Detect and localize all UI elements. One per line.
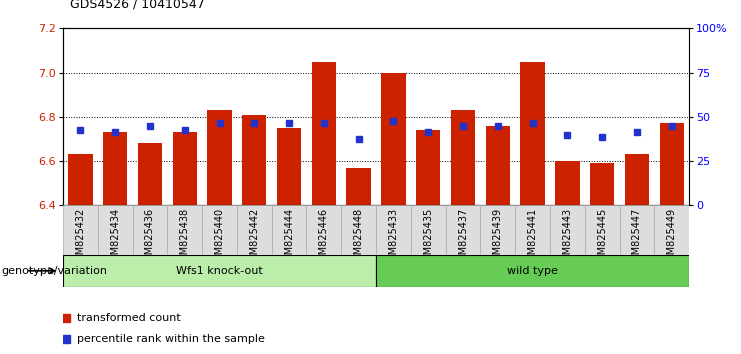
- Bar: [411, 205, 445, 255]
- Bar: [202, 205, 237, 255]
- Text: GSM825437: GSM825437: [458, 208, 468, 267]
- Bar: [103, 132, 127, 205]
- Bar: [312, 62, 336, 205]
- Bar: [480, 205, 515, 255]
- Bar: [68, 154, 93, 205]
- Bar: [555, 161, 579, 205]
- Text: GSM825435: GSM825435: [423, 208, 433, 267]
- Bar: [342, 205, 376, 255]
- Bar: [654, 205, 689, 255]
- Bar: [585, 205, 619, 255]
- Bar: [242, 115, 267, 205]
- Bar: [272, 205, 307, 255]
- Bar: [138, 143, 162, 205]
- Bar: [625, 154, 649, 205]
- Bar: [277, 128, 302, 205]
- Bar: [207, 110, 232, 205]
- Bar: [485, 126, 510, 205]
- Bar: [173, 132, 197, 205]
- Bar: [133, 205, 167, 255]
- Text: GSM825447: GSM825447: [632, 208, 642, 267]
- Bar: [515, 205, 550, 255]
- Bar: [659, 124, 684, 205]
- Text: GSM825443: GSM825443: [562, 208, 572, 267]
- Text: GSM825433: GSM825433: [388, 208, 399, 267]
- Text: GSM825438: GSM825438: [180, 208, 190, 267]
- Bar: [307, 205, 342, 255]
- Bar: [63, 205, 98, 255]
- Text: GSM825448: GSM825448: [353, 208, 364, 267]
- Bar: [550, 205, 585, 255]
- Bar: [590, 163, 614, 205]
- Text: GSM825444: GSM825444: [284, 208, 294, 267]
- Text: wild type: wild type: [507, 266, 558, 276]
- Bar: [98, 205, 133, 255]
- Text: GSM825432: GSM825432: [76, 208, 85, 267]
- Text: GSM825434: GSM825434: [110, 208, 120, 267]
- Bar: [382, 73, 405, 205]
- Text: percentile rank within the sample: percentile rank within the sample: [77, 334, 265, 344]
- Bar: [347, 168, 370, 205]
- Bar: [520, 62, 545, 205]
- Bar: [445, 205, 480, 255]
- Bar: [376, 205, 411, 255]
- Bar: [376, 255, 689, 287]
- Text: GSM825449: GSM825449: [667, 208, 677, 267]
- Text: GSM825446: GSM825446: [319, 208, 329, 267]
- Bar: [416, 130, 440, 205]
- Text: GSM825439: GSM825439: [493, 208, 503, 267]
- Text: genotype/variation: genotype/variation: [1, 266, 107, 276]
- Text: GSM825441: GSM825441: [528, 208, 537, 267]
- Bar: [451, 110, 475, 205]
- Text: GSM825442: GSM825442: [249, 208, 259, 267]
- Bar: [237, 205, 272, 255]
- Text: GSM825445: GSM825445: [597, 208, 607, 267]
- Text: GDS4526 / 10410547: GDS4526 / 10410547: [70, 0, 205, 11]
- Text: Wfs1 knock-out: Wfs1 knock-out: [176, 266, 263, 276]
- Text: transformed count: transformed count: [77, 313, 181, 323]
- Bar: [167, 205, 202, 255]
- Bar: [619, 205, 654, 255]
- Text: GSM825440: GSM825440: [215, 208, 225, 267]
- Bar: [63, 255, 376, 287]
- Text: GSM825436: GSM825436: [145, 208, 155, 267]
